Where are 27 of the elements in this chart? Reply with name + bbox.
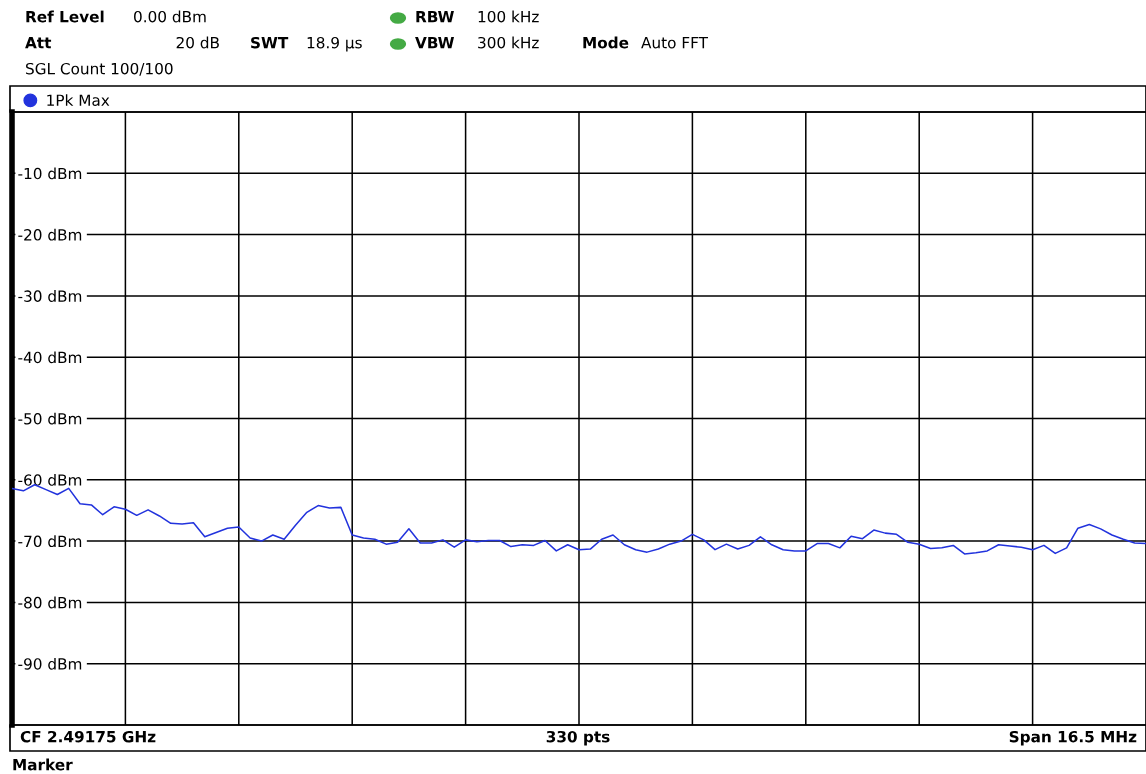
text: Ref Level [26,10,104,23]
text: CF 2.49175 GHz [20,730,156,743]
text: 300 kHz [478,36,539,49]
text: Att [25,37,52,49]
y-tick-label: -70 dBm [18,535,82,548]
text: SGL Count 100/100 [26,62,173,76]
y-tick-label: -20 dBm [18,228,82,241]
y-tick-label: -90 dBm [18,657,82,670]
text: RBW [416,11,454,23]
y-tick-label: -30 dBm [18,290,82,302]
y-tick-label: -60 dBm [18,474,82,486]
text: Auto FFT [641,37,709,49]
legend-label: 1Pk Max [47,94,110,106]
text: Span 16.5 MHz [1009,730,1137,746]
text: 20 dB [176,36,219,49]
text: 0.00 dBm [134,10,206,23]
text: SWT [251,36,289,49]
text: VBW [415,37,454,49]
y-tick-label: -50 dBm [18,412,82,425]
text: Marker [13,758,73,771]
text: 18.9 µs [307,36,362,52]
text: 330 pts [546,730,610,746]
y-tick-label: -10 dBm [18,167,82,180]
y-tick-label: -40 dBm [18,351,82,364]
y-tick-label: -80 dBm [18,596,82,609]
text: 100 kHz [478,10,539,23]
text: Mode [583,36,629,49]
